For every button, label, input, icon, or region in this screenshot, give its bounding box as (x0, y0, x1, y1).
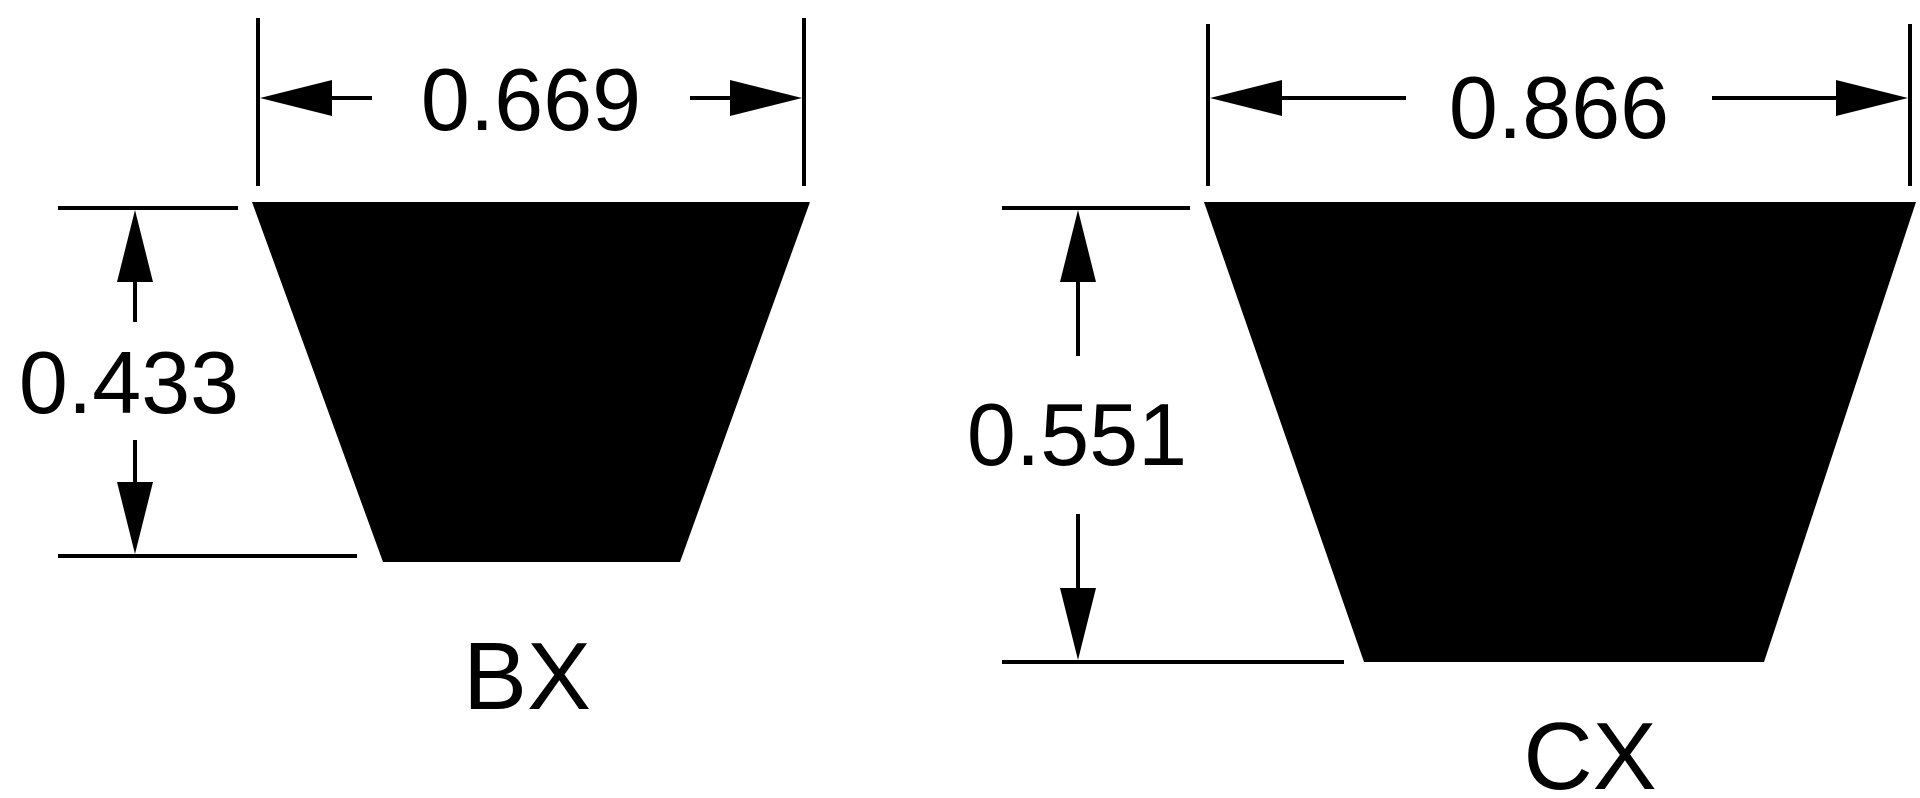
bx-height-arrow-bottom (117, 482, 153, 554)
cx-height-label: 0.551 (967, 385, 1187, 484)
cx-height-arrow-top (1060, 210, 1096, 282)
bx-belt-group: 0.669 0.433 BX (19, 18, 810, 730)
bx-top-width-label: 0.669 (421, 50, 641, 149)
bx-belt-name: BX (463, 623, 591, 730)
cx-belt-group: 0.866 0.551 CX (967, 24, 1916, 798)
cx-width-arrow-left (1210, 80, 1282, 116)
bx-height-label: 0.433 (19, 333, 239, 432)
bx-height-arrow-top (117, 210, 153, 282)
bx-width-arrow-right (730, 80, 802, 116)
cx-height-arrow-bottom (1060, 588, 1096, 660)
cx-width-arrow-right (1836, 80, 1908, 116)
bx-width-arrow-left (260, 80, 332, 116)
cx-belt-cross-section (1204, 202, 1916, 662)
bx-belt-cross-section (252, 202, 810, 562)
cx-top-width-label: 0.866 (1449, 58, 1669, 157)
cx-belt-name: CX (1523, 703, 1656, 798)
